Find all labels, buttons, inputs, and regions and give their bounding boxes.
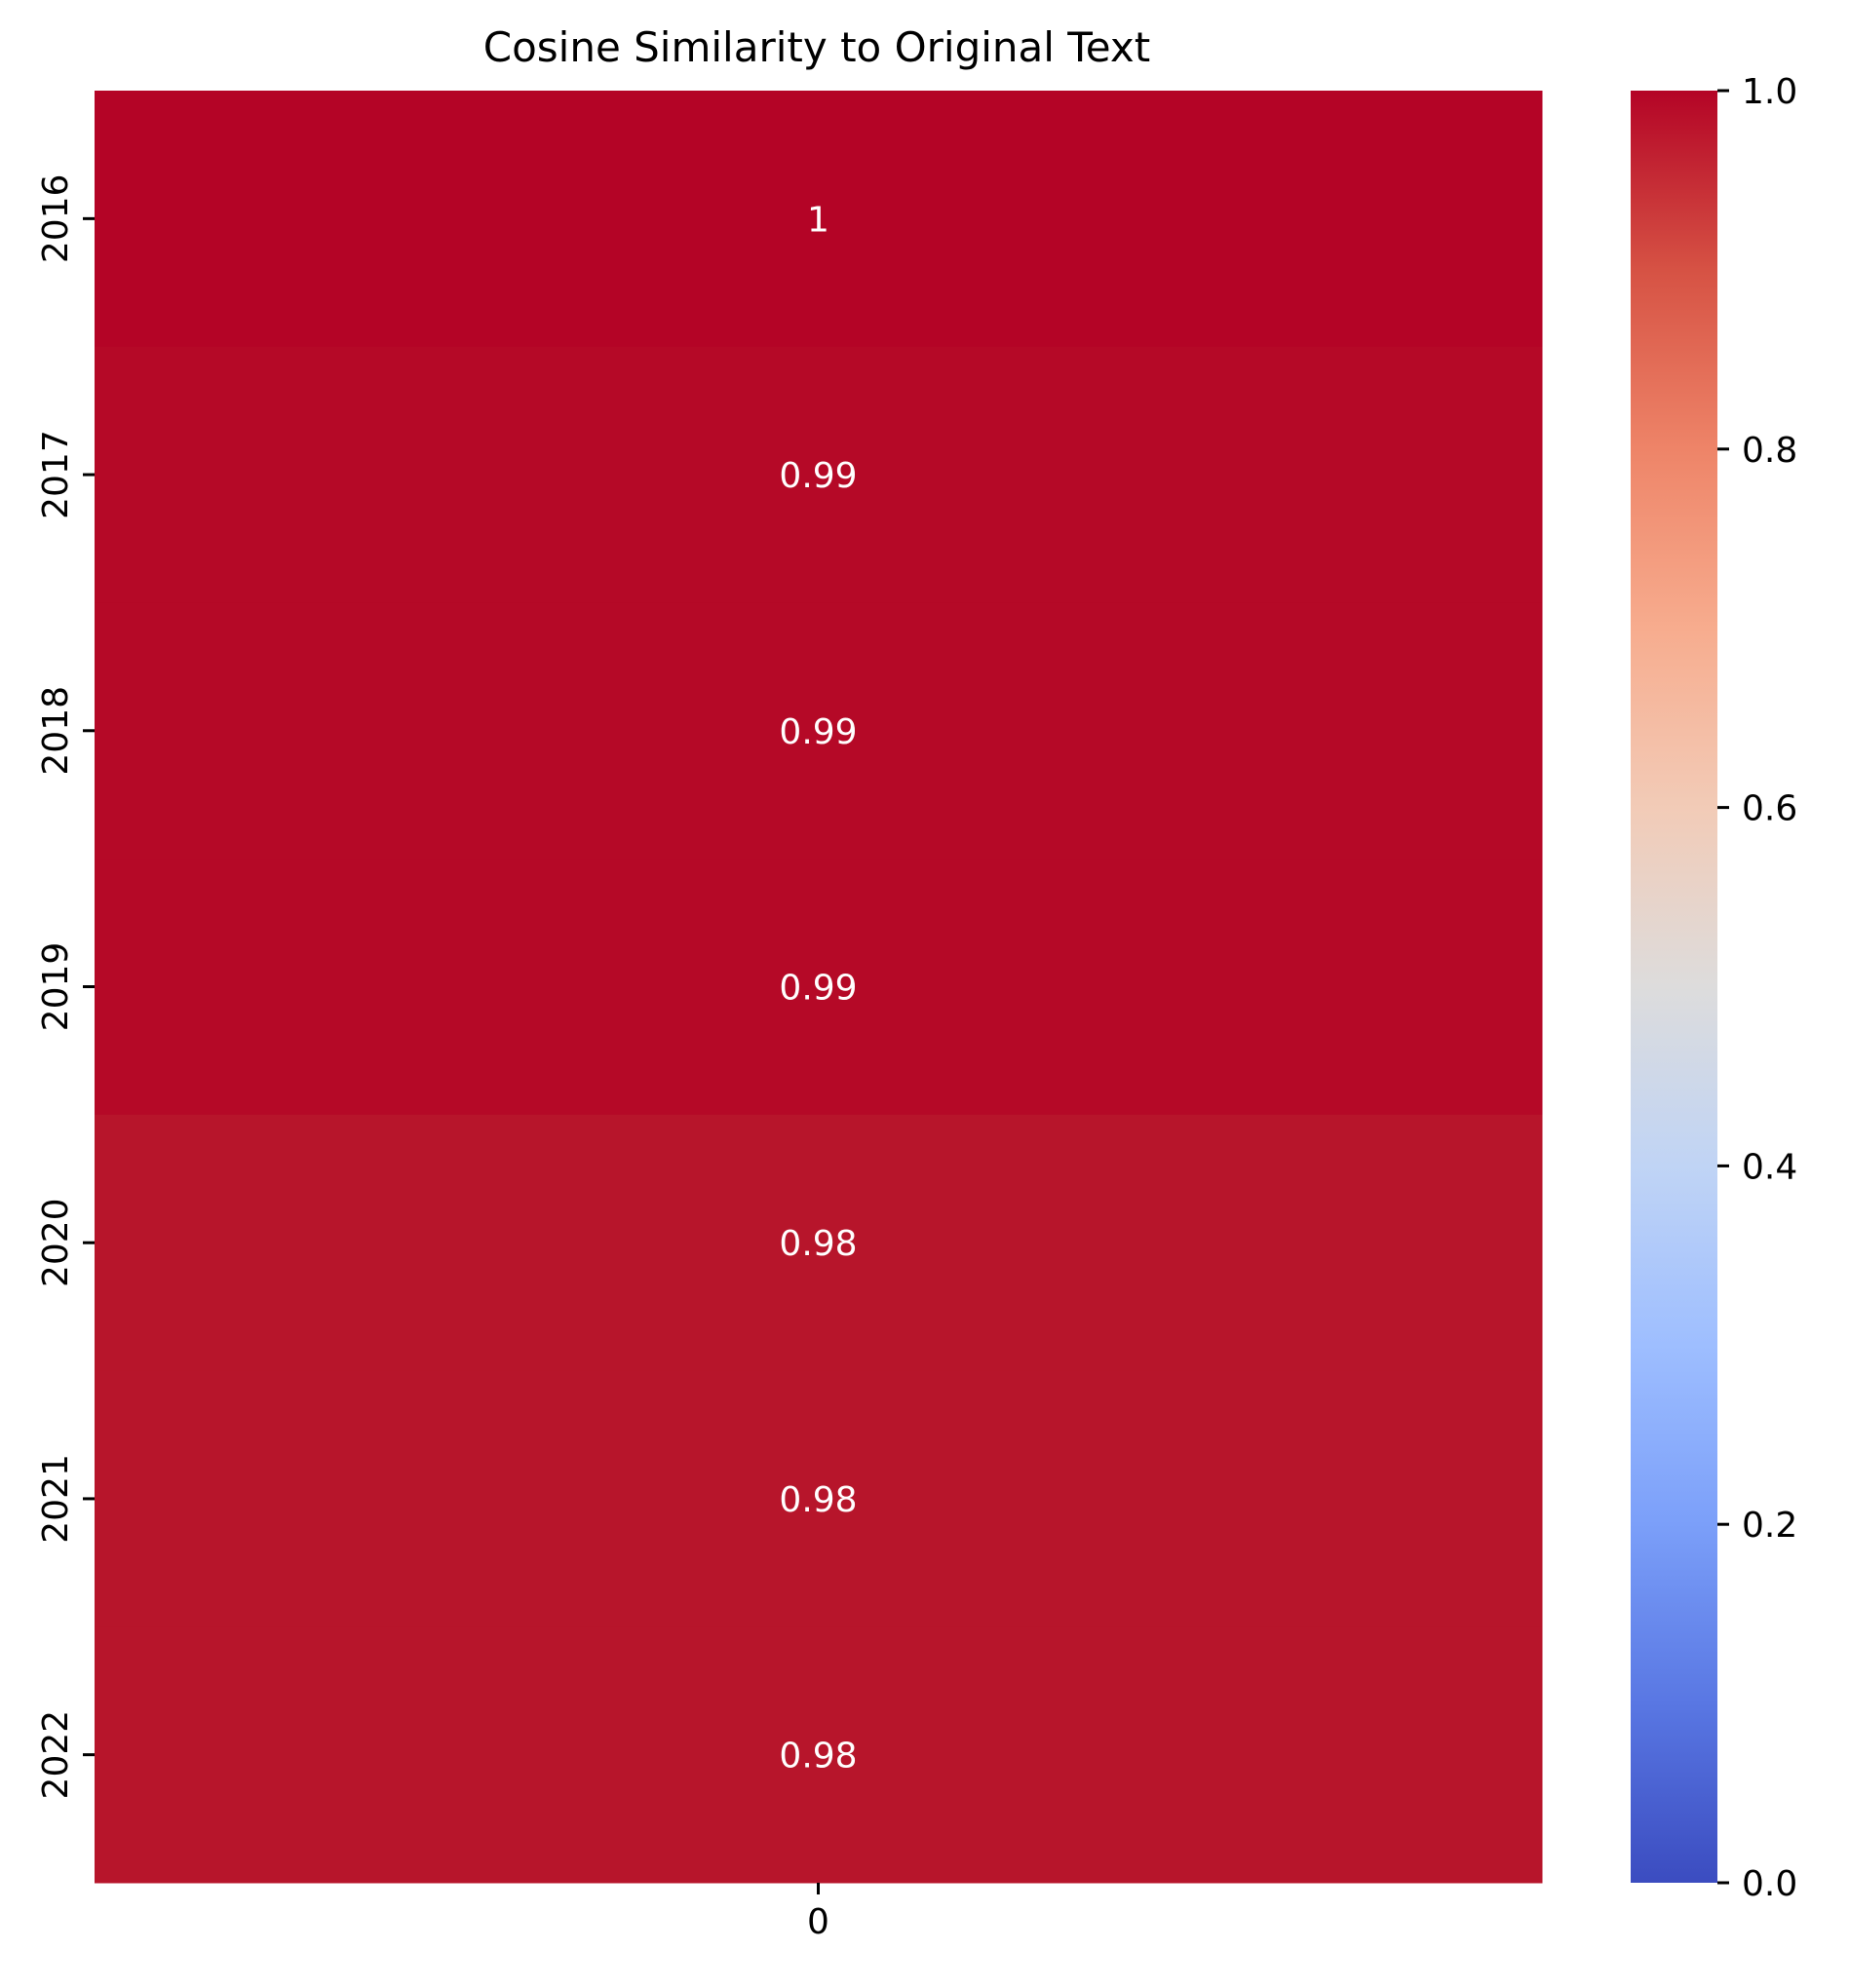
cell-value-label-2017: 0.99 — [779, 456, 857, 496]
heatmap-cell-2022 — [95, 1626, 1543, 1884]
y-tick-label-2016: 2016 — [36, 174, 76, 264]
colorbar-tick-label-0.6: 0.6 — [1742, 789, 1797, 829]
heatmap-cell-2021 — [95, 1370, 1543, 1627]
colorbar-tick-label-0.0: 0.0 — [1742, 1864, 1797, 1904]
colorbar-tick-label-0.2: 0.2 — [1742, 1506, 1797, 1546]
colorbar-tick-label-1.0: 1.0 — [1742, 72, 1797, 112]
cell-value-label-2021: 0.98 — [779, 1480, 857, 1520]
cell-value-label-2022: 0.98 — [779, 1737, 857, 1777]
cell-value-label-2020: 0.98 — [779, 1224, 857, 1264]
heatmap-cell-2017 — [95, 346, 1543, 603]
colorbar-tick-label-0.8: 0.8 — [1742, 431, 1797, 471]
cell-value-label-2018: 0.99 — [779, 712, 857, 752]
heatmap-cells — [95, 91, 1543, 1884]
colorbar-tick-label-0.4: 0.4 — [1742, 1147, 1797, 1187]
y-tick-label-2022: 2022 — [36, 1710, 76, 1800]
y-axis-ticks: 2016 2017 2018 2019 2020 2021 2022 — [36, 174, 95, 1800]
chart-title: Cosine Similarity to Original Text — [483, 23, 1150, 71]
y-tick-label-2020: 2020 — [36, 1198, 76, 1287]
y-tick-label-2021: 2021 — [36, 1454, 76, 1544]
colorbar-gradient — [1631, 91, 1717, 1883]
heatmap-cell-2018 — [95, 602, 1543, 860]
y-tick-label-2017: 2017 — [36, 430, 76, 519]
y-tick-label-2018: 2018 — [36, 686, 76, 776]
heatmap-cell-labels: 1 0.99 0.99 0.99 0.98 0.98 0.98 — [779, 200, 857, 1776]
colorbar — [1631, 91, 1717, 1883]
cell-value-label-2019: 0.99 — [779, 969, 857, 1009]
x-tick-label-0: 0 — [807, 1902, 829, 1942]
colorbar-ticks: 0.0 0.2 0.4 0.6 0.8 1.0 — [1717, 72, 1797, 1904]
heatmap-cell-2020 — [95, 1114, 1543, 1372]
y-tick-label-2019: 2019 — [36, 942, 76, 1032]
cell-value-label-2016: 1 — [807, 200, 829, 240]
heatmap-cell-2016 — [95, 91, 1543, 348]
heatmap-cell-2019 — [95, 859, 1543, 1116]
x-axis-ticks: 0 — [807, 1883, 829, 1942]
